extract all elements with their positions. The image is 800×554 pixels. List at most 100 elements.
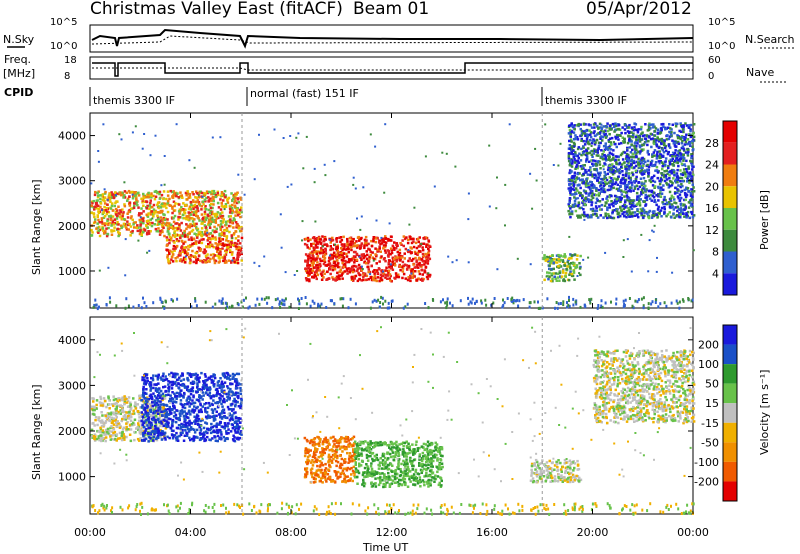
data-point	[178, 203, 181, 206]
data-point	[584, 134, 587, 137]
data-point	[573, 253, 577, 256]
data-point	[108, 194, 111, 197]
data-point	[177, 210, 181, 213]
data-point	[112, 229, 116, 232]
data-point	[317, 238, 320, 241]
data-point	[96, 195, 100, 199]
data-point	[656, 256, 658, 259]
data-point	[149, 206, 152, 209]
data-point	[611, 171, 614, 174]
data-point	[618, 197, 621, 201]
data-point	[331, 268, 335, 272]
data-point	[651, 155, 654, 158]
data-point	[488, 205, 491, 208]
data-point	[619, 214, 622, 218]
data-point	[668, 146, 672, 149]
data-point	[516, 298, 519, 302]
data-point	[596, 199, 599, 202]
data-point	[603, 148, 607, 151]
data-point	[577, 146, 581, 149]
data-point	[563, 253, 566, 256]
data-point	[655, 143, 659, 147]
data-point	[150, 213, 153, 216]
data-point	[104, 230, 107, 233]
data-point	[555, 301, 558, 304]
data-point	[550, 272, 554, 275]
data-point	[501, 305, 504, 309]
data-point	[670, 203, 674, 206]
data-point	[187, 248, 190, 251]
data-point	[652, 230, 655, 233]
data-point	[674, 122, 677, 125]
data-point	[569, 148, 573, 152]
data-point	[422, 254, 425, 258]
data-point	[608, 184, 611, 188]
data-point	[405, 264, 408, 267]
data-point	[659, 209, 663, 212]
data-point	[198, 192, 201, 195]
data-point	[179, 252, 182, 255]
data-point	[616, 215, 620, 219]
data-point	[183, 212, 187, 215]
data-point	[177, 239, 180, 243]
data-point	[230, 242, 234, 245]
data-point	[627, 206, 630, 210]
data-point	[219, 238, 223, 241]
data-point	[673, 159, 677, 163]
data-point	[387, 261, 390, 265]
data-point	[616, 169, 619, 172]
data-point	[542, 503, 545, 507]
data-point	[278, 300, 281, 304]
data-point	[339, 270, 342, 274]
data-point	[344, 259, 347, 263]
data-point	[214, 212, 218, 216]
data-point	[398, 248, 402, 252]
data-point	[172, 226, 175, 230]
data-point	[172, 209, 176, 213]
data-point	[627, 126, 630, 129]
data-point	[632, 180, 636, 183]
data-point	[346, 269, 349, 272]
data-point	[671, 271, 674, 274]
data-point	[121, 396, 124, 399]
data-point	[129, 419, 133, 422]
data-point	[653, 186, 656, 189]
data-point	[408, 257, 411, 260]
data-point	[536, 505, 539, 509]
data-point	[218, 248, 222, 252]
data-point	[543, 278, 546, 282]
data-point	[682, 148, 686, 151]
data-point	[151, 406, 154, 410]
data-point	[193, 224, 197, 227]
data-point	[163, 218, 167, 222]
data-point	[575, 165, 578, 169]
data-point	[425, 245, 428, 248]
data-point	[597, 144, 601, 147]
freq-series	[92, 62, 693, 77]
data-point	[253, 178, 256, 181]
data-point	[321, 248, 325, 252]
data-point	[548, 271, 551, 275]
data-point	[151, 221, 154, 225]
data-point	[622, 207, 626, 211]
data-point	[374, 237, 378, 240]
data-point	[402, 306, 405, 310]
data-point	[424, 252, 427, 256]
data-point	[578, 152, 581, 155]
data-point	[119, 409, 122, 412]
data-point	[513, 511, 516, 515]
data-point	[171, 255, 174, 259]
data-point	[200, 259, 204, 263]
data-point	[625, 159, 629, 163]
data-point	[655, 138, 658, 142]
data-point	[612, 216, 616, 220]
data-point	[595, 176, 598, 180]
data-point	[633, 185, 637, 188]
data-point	[580, 153, 583, 157]
data-point	[205, 229, 208, 232]
data-point	[248, 502, 251, 506]
nsky-series	[91, 28, 694, 49]
data-point	[562, 255, 565, 258]
data-point	[350, 269, 354, 272]
data-point	[341, 261, 344, 265]
